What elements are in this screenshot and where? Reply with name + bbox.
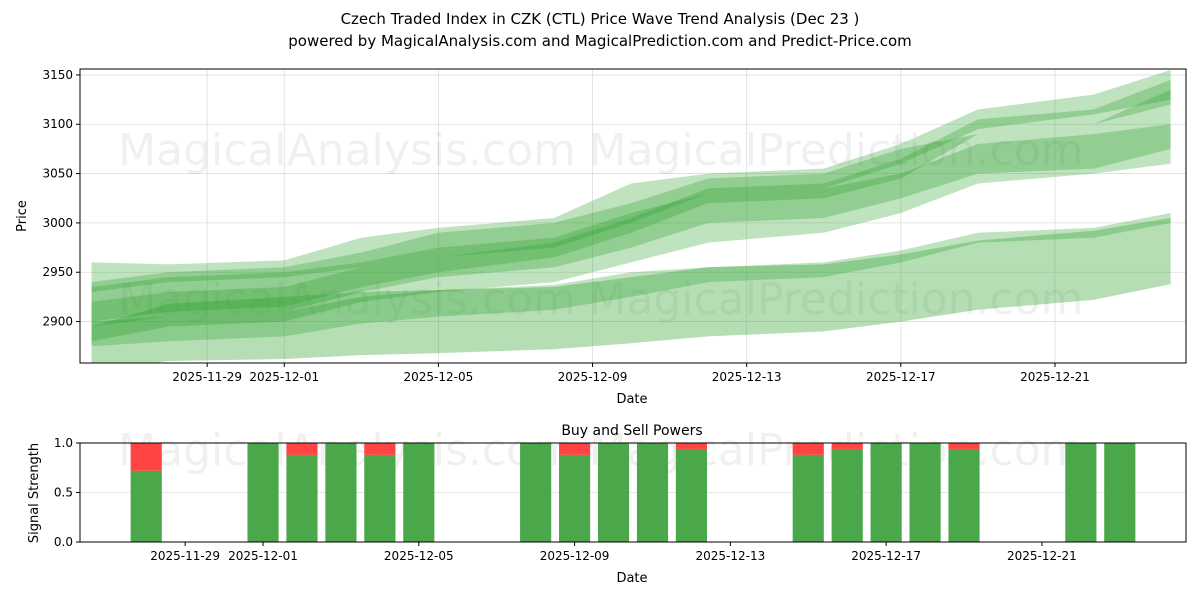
sell-bar	[675, 443, 707, 449]
sell-bar	[130, 443, 162, 471]
buy-bar	[559, 454, 591, 542]
buy-bar	[675, 448, 707, 542]
plot-frame	[79, 442, 1187, 543]
x-tick-label: 2025-12-05	[404, 370, 474, 384]
x-tick-label: 2025-11-29	[172, 370, 242, 384]
y-axis-label: Signal Strength	[27, 443, 42, 543]
y-tick-label: 3100	[42, 117, 73, 131]
x-tick-label: 2025-12-13	[695, 549, 765, 563]
y-axis-label: Price	[15, 200, 30, 232]
buy-bar	[520, 443, 552, 542]
buy-bar	[403, 443, 435, 542]
x-axis-label: Date	[616, 392, 647, 407]
buy-bar	[286, 454, 318, 542]
buy-bar	[792, 454, 824, 542]
chart-subtitle: powered by MagicalAnalysis.com and Magic…	[288, 32, 912, 50]
buy-bar	[247, 443, 279, 542]
sell-bar	[364, 443, 396, 455]
watermark: MagicalPrediction.com	[589, 125, 1084, 176]
x-tick-label: 2025-11-29	[150, 549, 220, 563]
x-tick-label: 2025-12-17	[866, 370, 936, 384]
watermark: MagicalAnalysis.com	[118, 125, 576, 176]
price-wave-band	[91, 69, 1171, 292]
x-tick-label: 2025-12-05	[384, 549, 454, 563]
x-tick-label: 2025-12-09	[558, 370, 628, 384]
sell-bar	[831, 443, 863, 449]
y-tick-label: 0.5	[54, 486, 73, 500]
x-tick-label: 2025-12-01	[249, 370, 319, 384]
y-tick-label: 3000	[42, 216, 73, 230]
plot-frame	[79, 68, 1187, 364]
y-tick-label: 0.0	[54, 535, 73, 549]
chart-title: Czech Traded Index in CZK (CTL) Price Wa…	[340, 10, 860, 28]
buy-bar	[1065, 443, 1097, 542]
buy-bar	[130, 470, 162, 542]
buy-bar	[870, 443, 902, 542]
buy-bar	[325, 443, 357, 542]
buy-bar	[597, 443, 630, 542]
x-tick-label: 2025-12-01	[228, 549, 298, 563]
sell-bar	[559, 443, 591, 455]
watermark: MagicalAnalysis.com	[118, 274, 576, 325]
x-tick-label: 2025-12-13	[712, 370, 782, 384]
sell-bar	[792, 443, 824, 455]
y-tick-label: 1.0	[54, 436, 73, 450]
price-wave-band	[91, 89, 1171, 342]
x-tick-label: 2025-12-09	[540, 549, 610, 563]
buy-bar	[831, 448, 863, 542]
buy-bar	[364, 454, 396, 542]
y-tick-label: 2950	[42, 265, 73, 279]
price-wave-band	[91, 124, 1171, 327]
buy-bar	[1104, 443, 1136, 542]
sell-bar	[286, 443, 318, 455]
buy-bar	[948, 448, 980, 542]
y-tick-label: 3150	[42, 68, 73, 82]
subplot-title: Buy and Sell Powers	[561, 423, 702, 439]
x-tick-label: 2025-12-21	[1007, 549, 1077, 563]
buy-bar	[636, 443, 669, 542]
y-tick-label: 3050	[42, 167, 73, 181]
x-tick-label: 2025-12-17	[851, 549, 921, 563]
buy-bar	[909, 443, 941, 542]
sell-bar	[948, 443, 980, 449]
y-tick-label: 2900	[42, 315, 73, 329]
watermark: MagicalPrediction.com	[589, 274, 1084, 325]
price-wave-band	[91, 217, 1171, 363]
x-axis-label: Date	[616, 571, 647, 586]
price-wave-band	[91, 213, 1171, 347]
x-tick-label: 2025-12-21	[1020, 370, 1090, 384]
price-wave-band	[91, 79, 1171, 322]
